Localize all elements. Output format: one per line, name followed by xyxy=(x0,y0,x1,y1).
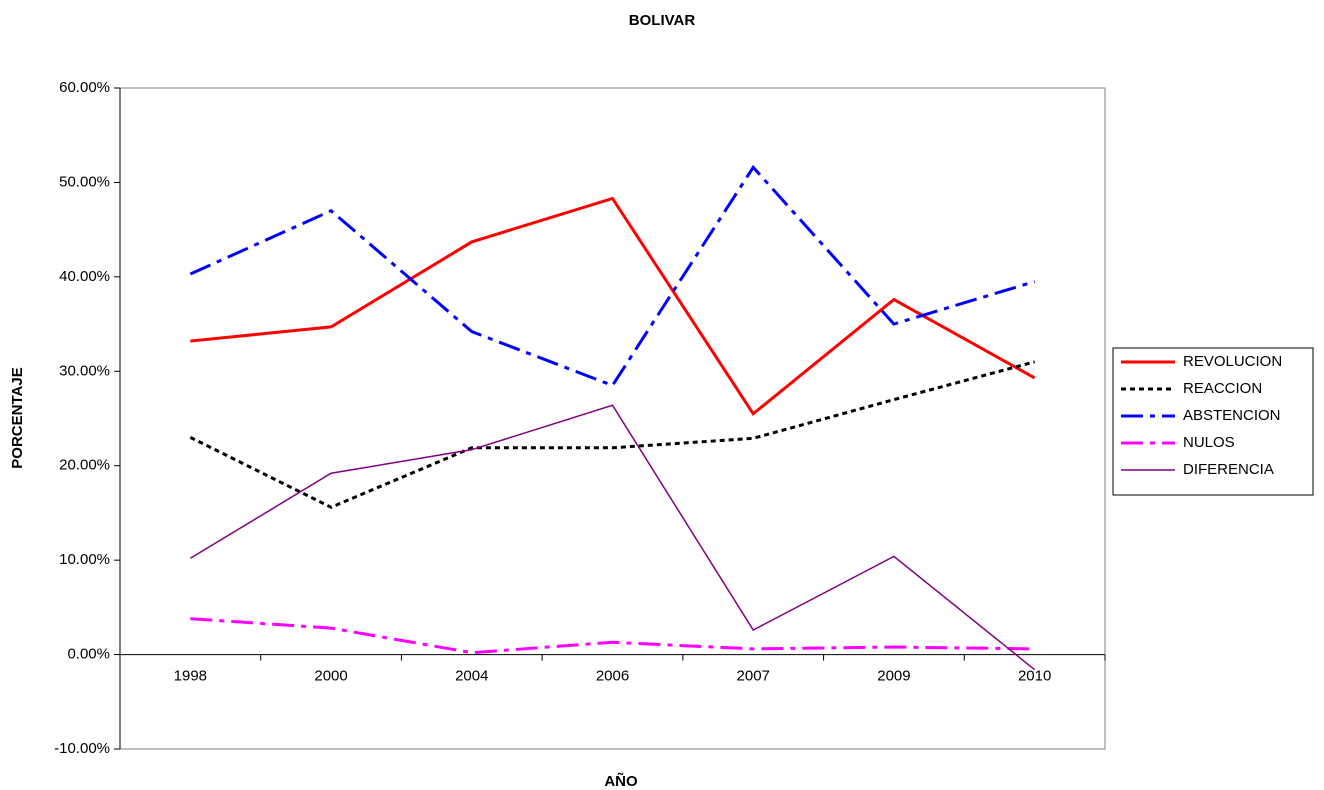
x-tick-label: 2009 xyxy=(877,668,910,685)
plot-area xyxy=(119,87,1106,750)
legend-label: NULOS xyxy=(1183,434,1235,451)
series-line xyxy=(189,164,1036,388)
legend-label: DIFERENCIA xyxy=(1183,461,1274,478)
y-tick-label: 40.00% xyxy=(59,268,110,285)
x-tick-label: 1998 xyxy=(174,668,207,685)
series-line xyxy=(190,617,1035,655)
legend-label: ABSTENCION xyxy=(1183,407,1281,424)
legend-label: REACCION xyxy=(1183,380,1262,397)
y-tick-label: 10.00% xyxy=(59,551,110,568)
series-line xyxy=(189,404,1036,671)
y-tick-label: 20.00% xyxy=(59,457,110,474)
x-tick-label: 2007 xyxy=(737,668,770,685)
series-line xyxy=(190,196,1036,416)
y-tick-label: 30.00% xyxy=(59,362,110,379)
y-tick-label: 50.00% xyxy=(59,173,110,190)
y-tick-label: 60.00% xyxy=(59,79,110,96)
x-axis-label: AÑO xyxy=(604,772,638,790)
x-tick-label: 2000 xyxy=(314,668,347,685)
x-tick-label: 2006 xyxy=(596,668,629,685)
y-tick-label: -10.00% xyxy=(54,740,110,757)
x-tick-label: 2010 xyxy=(1018,668,1051,685)
y-tick-label: 0.00% xyxy=(67,646,110,663)
legend-label: REVOLUCION xyxy=(1183,353,1282,370)
y-axis-label: PORCENTAJE xyxy=(9,367,26,468)
series-line xyxy=(189,360,1036,509)
chart-title: BOLIVAR xyxy=(629,12,696,29)
x-tick-label: 2004 xyxy=(455,668,488,685)
